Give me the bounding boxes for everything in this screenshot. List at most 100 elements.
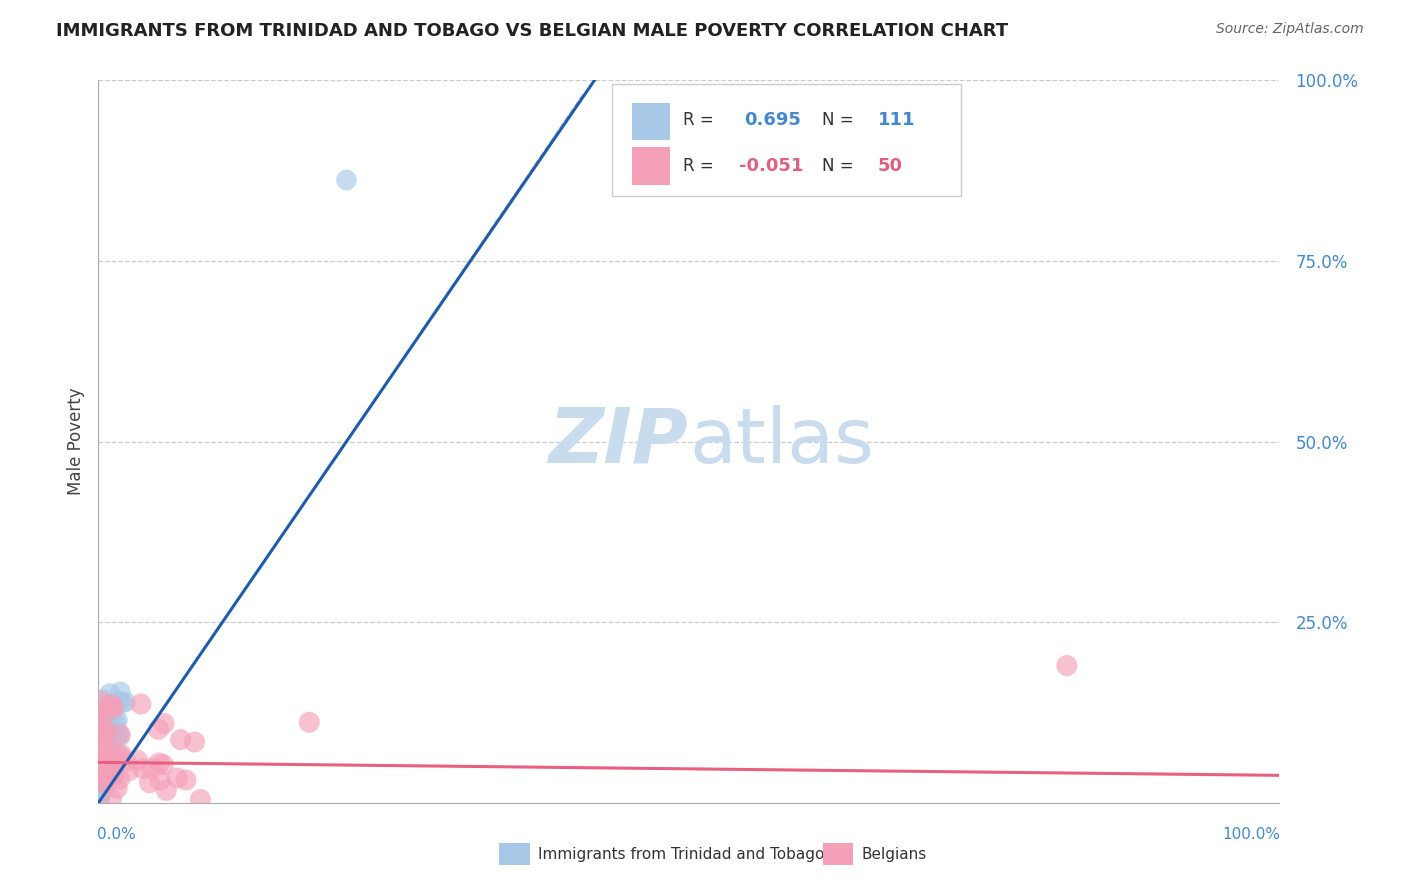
Point [98,764,121,778]
Point [90,720,112,734]
Point [93,780,115,795]
Point [89,771,111,785]
Point [107,726,129,740]
Point [174,772,197,787]
Point [87,760,110,774]
Point [90,758,112,772]
Point [98,687,121,701]
Point [89,771,111,785]
Point [87,773,110,788]
Point [110,685,132,699]
Point [89,752,111,766]
Point [129,697,152,711]
Point [96,743,118,757]
Point [87,728,110,742]
Point [97,756,120,771]
Point [101,769,124,783]
Point [103,769,125,783]
Point [96,712,118,726]
Point [91,757,114,772]
Point [96,760,118,774]
Text: 0.0%: 0.0% [97,827,136,842]
Point [90,785,112,799]
Point [110,747,132,762]
Y-axis label: Male Poverty: Male Poverty [66,388,84,495]
Point [90,772,112,786]
Point [96,747,118,762]
Point [97,711,120,725]
Point [98,764,121,779]
Point [89,785,111,799]
Point [335,173,357,187]
Point [104,744,127,758]
Point [93,776,115,790]
Point [90,757,112,772]
Point [94,756,117,770]
Point [98,723,121,737]
Point [91,772,114,786]
Point [91,751,114,765]
Point [149,773,172,788]
Point [110,750,132,764]
Point [89,763,111,777]
Text: Immigrants from Trinidad and Tobago: Immigrants from Trinidad and Tobago [538,847,825,862]
Point [93,759,115,773]
Point [89,694,111,708]
Point [97,747,120,762]
Point [90,746,112,760]
Bar [633,147,671,185]
Point [90,703,112,717]
Point [101,751,124,765]
Point [91,727,114,741]
Point [100,698,122,712]
Text: 100.0%: 100.0% [1223,827,1281,842]
Point [89,789,111,804]
Text: N =: N = [823,111,859,129]
Point [93,723,115,738]
Point [91,760,114,774]
Point [98,741,121,756]
Point [138,776,160,790]
Point [115,755,138,769]
Point [93,778,115,792]
Point [89,771,111,785]
Text: ZIP: ZIP [550,405,689,478]
Point [148,723,170,737]
Point [105,781,128,796]
Point [105,713,128,727]
Point [90,736,112,750]
Point [97,763,120,777]
Point [93,738,115,752]
Point [91,754,114,768]
Text: R =: R = [683,111,718,129]
Point [90,740,112,755]
Text: 50: 50 [877,157,903,175]
Point [91,781,114,796]
Point [94,716,117,731]
Point [152,757,174,772]
Point [94,756,117,770]
Point [91,781,114,796]
Point [108,730,131,744]
Point [91,764,114,778]
Text: Source: ZipAtlas.com: Source: ZipAtlas.com [1216,22,1364,37]
Point [98,742,121,756]
Point [96,748,118,763]
Point [1056,658,1078,673]
Point [87,776,110,790]
Text: -0.051: -0.051 [738,157,803,175]
Point [89,776,111,790]
Point [114,695,136,709]
Point [98,749,121,764]
Point [90,729,112,743]
Point [90,761,112,775]
Point [96,745,118,759]
Point [89,750,111,764]
Point [94,738,117,752]
Point [93,780,115,794]
Point [97,761,120,775]
Point [94,751,117,765]
Point [298,715,321,730]
Point [91,692,114,706]
Point [190,792,212,806]
